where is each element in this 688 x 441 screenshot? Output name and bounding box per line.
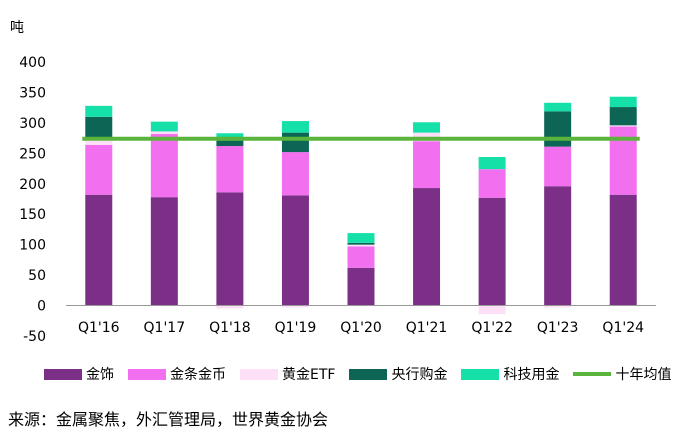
bar-segment: [85, 194, 113, 306]
bar-segment: [544, 305, 572, 308]
y-unit-label: 吨: [10, 20, 24, 36]
bar-segment: [609, 96, 637, 108]
x-tick-label: Q1'19: [275, 320, 317, 336]
source-note: 来源：金属聚焦，外汇管理局，世界黄金协会: [8, 410, 329, 429]
bar-segment: [413, 122, 441, 133]
bar-segment: [281, 121, 309, 133]
legend-item-bar-coin: 金条金币: [128, 364, 226, 384]
legend-swatch-etf: [240, 368, 278, 380]
bar-segment: [413, 141, 441, 189]
bar-segment: [150, 121, 178, 132]
bar-segment: [609, 107, 637, 126]
bars: [85, 96, 637, 315]
bar-segment: [544, 186, 572, 306]
legend-item-technology: 科技用金: [461, 364, 559, 384]
x-tick-label: Q1'20: [340, 320, 382, 336]
y-tick-label: 350: [19, 85, 46, 101]
y-tick-label: 150: [19, 207, 46, 223]
legend-label-bar-coin: 金条金币: [170, 367, 226, 383]
legend-item-jewelry: 金饰: [44, 364, 114, 384]
bar-segment: [281, 195, 309, 306]
bar-segment: [478, 156, 506, 170]
bar-segment: [413, 188, 441, 306]
y-tick-label: 400: [19, 55, 46, 71]
bar-segment: [216, 140, 244, 147]
bar-segment: [85, 144, 113, 195]
legend-item-average: 十年均值: [573, 364, 671, 384]
legend-swatch-average: [573, 372, 612, 376]
y-tick-label: -50: [23, 329, 46, 345]
x-tick-label: Q1'23: [537, 320, 579, 336]
bar-segment: [478, 197, 506, 306]
x-tick-label: Q1'17: [144, 320, 186, 336]
y-tick-label: 250: [19, 146, 46, 162]
bar-segment: [150, 133, 178, 198]
legend-item-etf: 黄金ETF: [240, 364, 335, 384]
legend-label-average: 十年均值: [615, 367, 672, 383]
legend-label-technology: 科技用金: [503, 367, 560, 383]
bar-segment: [85, 116, 113, 139]
bar-segment: [544, 102, 572, 112]
bar-segment: [347, 242, 375, 245]
bar-segment: [216, 192, 244, 306]
legend-item-central-bank: 央行购金: [349, 364, 447, 384]
bar-segment: [347, 246, 375, 268]
legend-swatch-bar-coin: [128, 368, 166, 380]
x-axis-ticks: Q1'16 Q1'17 Q1'18 Q1'19 Q1'20 Q1'21 Q1'22 Q1'23…: [78, 320, 644, 336]
x-tick-label: Q1'24: [602, 320, 644, 336]
y-tick-label: 100: [19, 238, 46, 254]
bar-segment: [347, 233, 375, 243]
legend-label-jewelry: 金饰: [86, 367, 114, 383]
bar-segment: [544, 111, 572, 147]
x-tick-label: Q1'18: [209, 320, 251, 336]
legend-swatch-central-bank: [349, 368, 388, 380]
bar-segment: [150, 131, 178, 134]
y-axis-ticks: -50 0 50 100 150 200 250 300 350 400: [19, 55, 46, 345]
bar-segment: [85, 138, 113, 145]
bar-segment: [609, 125, 637, 127]
x-tick-label: Q1'16: [78, 320, 120, 336]
bar-segment: [347, 267, 375, 306]
bar-segment: [347, 244, 375, 247]
legend-label-central-bank: 央行购金: [391, 367, 448, 383]
bar-segment: [216, 146, 244, 193]
y-tick-label: 300: [19, 116, 46, 132]
stacked-bar-chart: 吨 -50 0 50 100 150 200 250 300 350 400 Q1'16 Q1'17…: [10, 20, 656, 345]
legend-swatch-technology: [461, 368, 500, 380]
bar-segment: [281, 132, 309, 153]
bar-segment: [609, 194, 637, 306]
bar-segment: [478, 169, 506, 198]
x-tick-label: Q1'21: [406, 320, 448, 336]
bar-segment: [281, 305, 309, 308]
legend-label-etf: 黄金ETF: [282, 367, 336, 383]
y-tick-label: 50: [28, 268, 46, 284]
legend-swatch-jewelry: [44, 368, 82, 380]
bar-segment: [150, 197, 178, 306]
bar-segment: [216, 305, 244, 309]
legend: 金饰 金条金币 黄金ETF 央行购金 科技用金 十年均值: [44, 364, 685, 384]
y-tick-label: 200: [19, 177, 46, 193]
bar-segment: [85, 105, 113, 117]
y-tick-label: 0: [37, 299, 46, 315]
bar-segment: [478, 305, 506, 315]
bar-segment: [544, 146, 572, 187]
x-tick-label: Q1'22: [471, 320, 513, 336]
bar-segment: [281, 152, 309, 196]
